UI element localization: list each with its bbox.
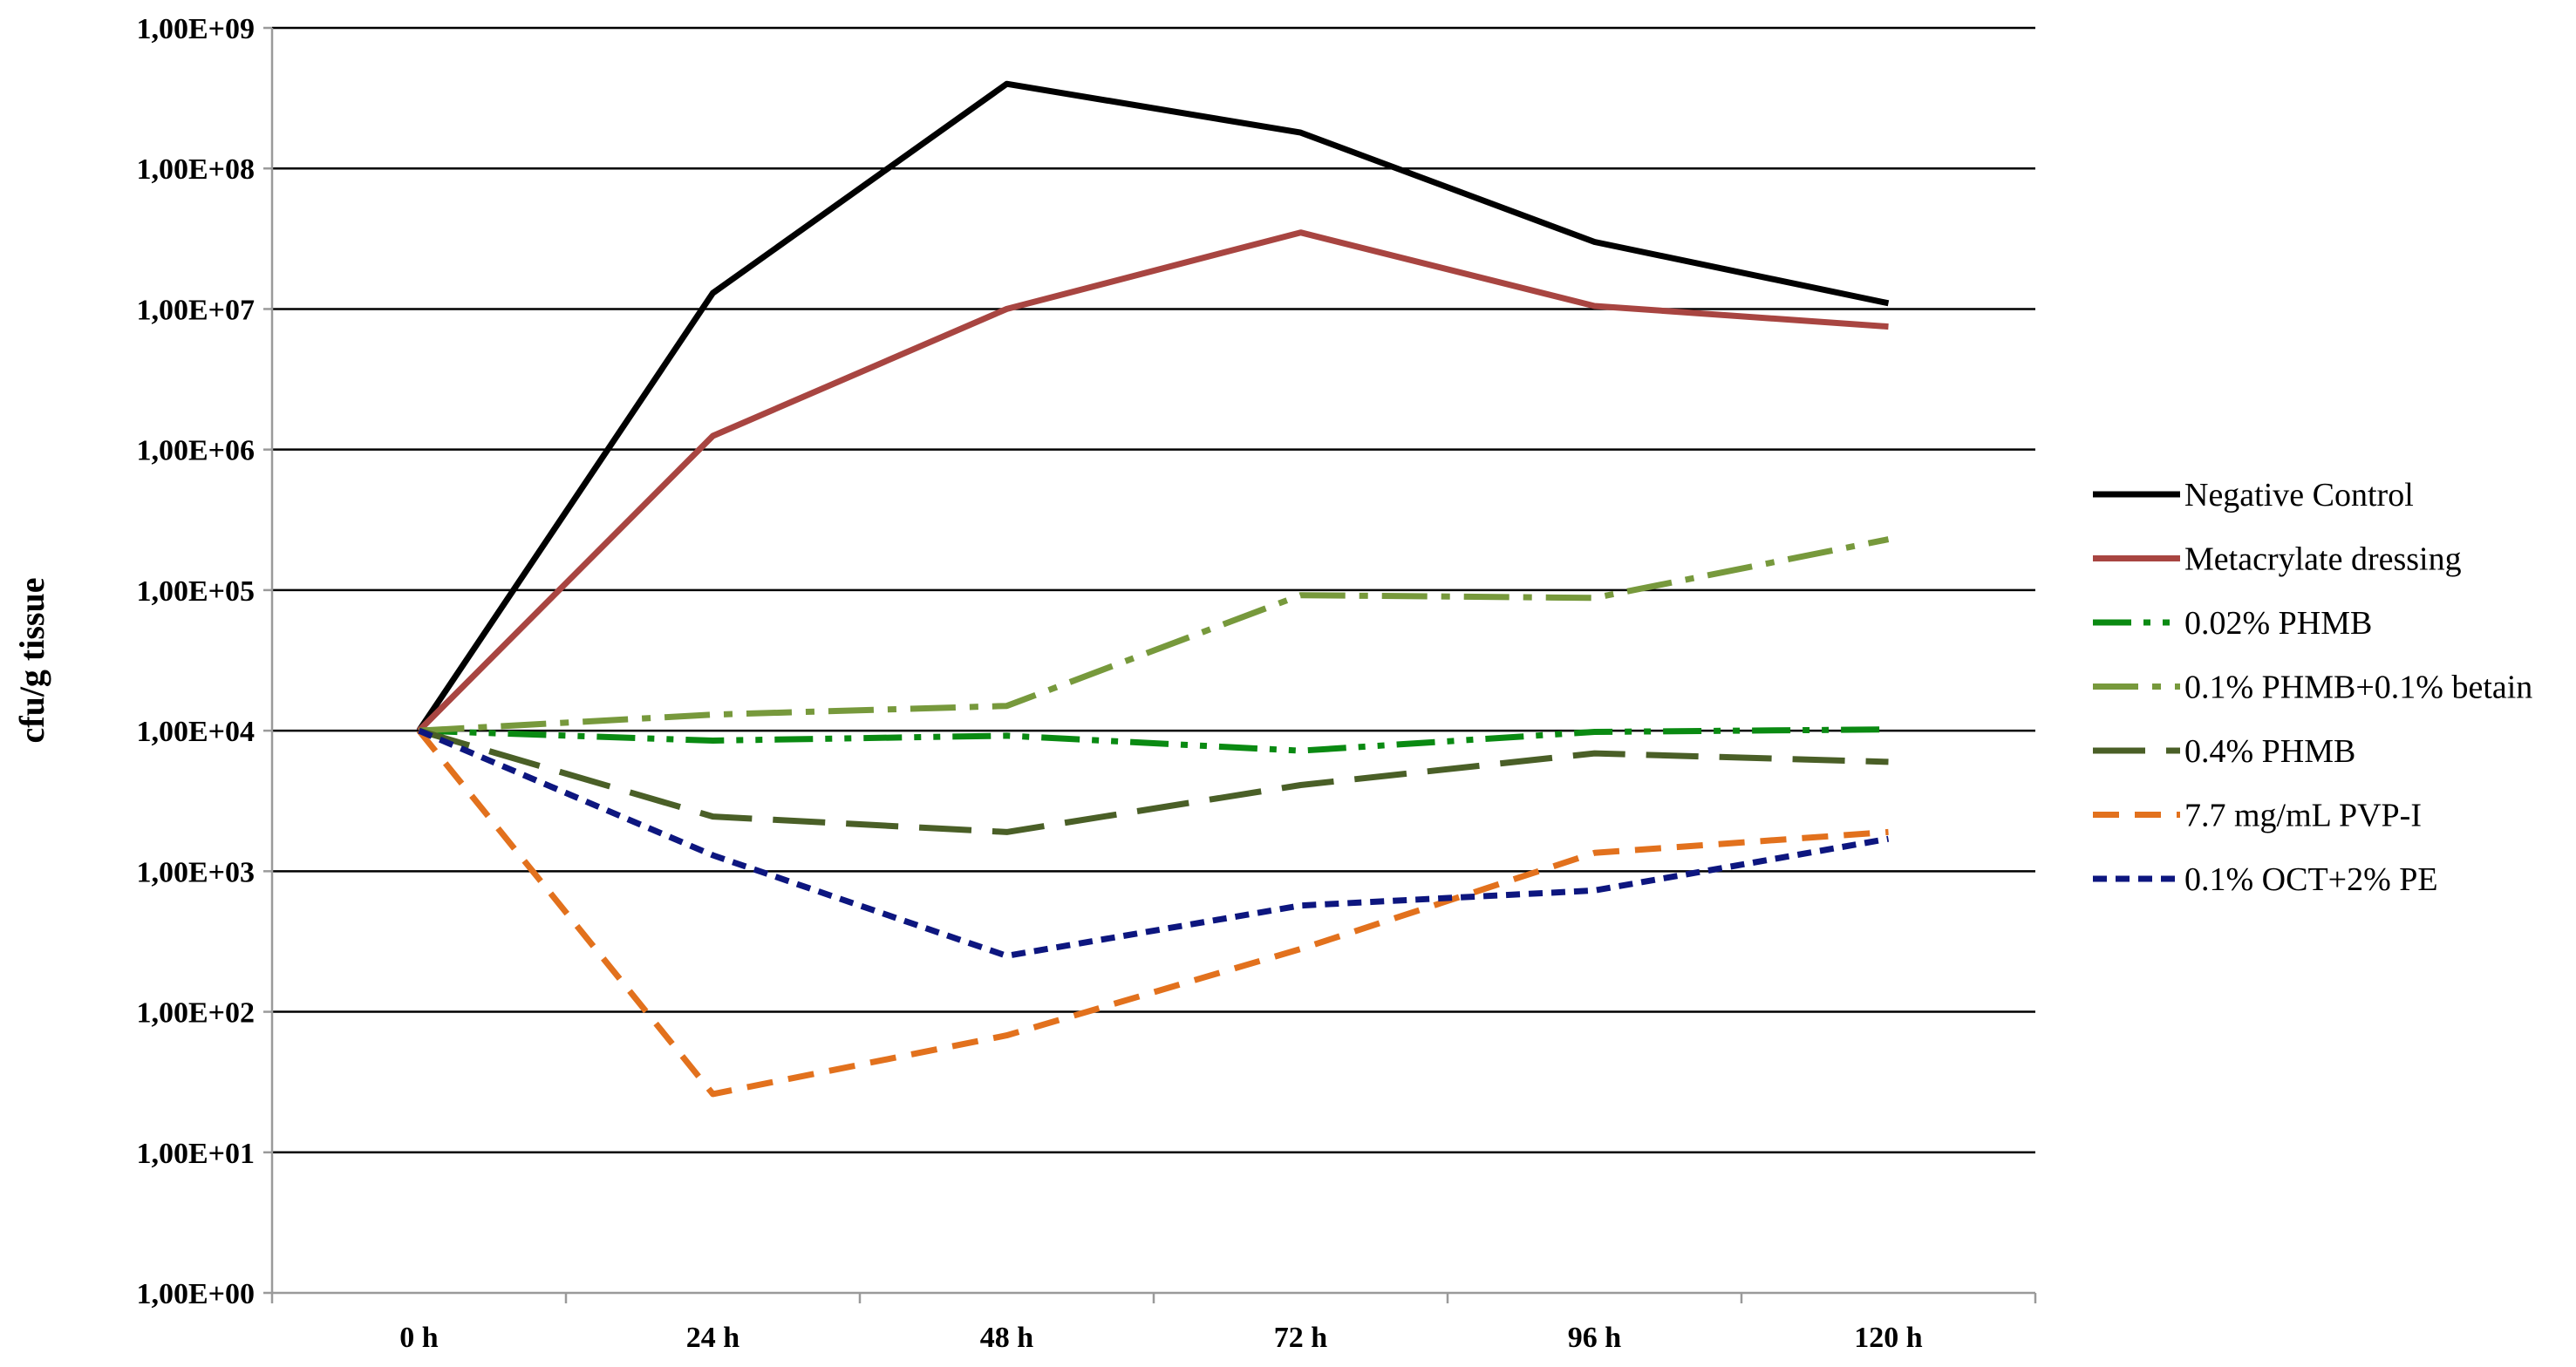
y-tick-label: 1,00E+07 [136, 294, 255, 326]
axes [263, 26, 2037, 1303]
y-tick-label: 1,00E+06 [136, 435, 255, 467]
legend-label: Metacrylate dressing [2184, 541, 2462, 578]
y-tick-label: 1,00E+02 [136, 997, 255, 1030]
series-line-2 [417, 229, 1889, 733]
y-tick-label: 1,00E+00 [136, 1278, 255, 1310]
legend-label: 0.02% PHMB [2184, 605, 2372, 642]
y-tick-label: 1,00E+08 [136, 153, 255, 186]
y-tick-label: 1,00E+04 [136, 716, 255, 748]
series-line-5 [418, 727, 1889, 835]
y-tick-label: 1,00E+05 [136, 575, 255, 608]
y-axis-title: cfu/g tissue [12, 578, 51, 744]
legend-label: 0.1% PHMB+0.1% betain [2184, 670, 2532, 706]
series-line-7 [418, 727, 1890, 959]
series-lines [416, 80, 1890, 1098]
legend-label: 0.1% OCT+2% PE [2184, 861, 2438, 898]
series-line-3 [419, 726, 1889, 754]
legend-label: Negative Control [2184, 477, 2414, 513]
y-tick-label: 1,00E+09 [136, 13, 255, 45]
series-line-4 [419, 536, 1890, 734]
series-line-1 [416, 80, 1890, 733]
legend: Negative Control Metacrylate dressing 0.02… [2093, 477, 2532, 898]
y-tick-label: 1,00E+03 [136, 856, 255, 888]
x-tick-label: 48 h [980, 1322, 1034, 1354]
x-tick-label: 24 h [686, 1322, 740, 1354]
gridlines [272, 26, 2035, 1154]
x-tick-label: 120 h [1854, 1322, 1923, 1354]
y-tick-label: 1,00E+01 [136, 1138, 255, 1170]
legend-label: 0.4% PHMB [2184, 733, 2355, 770]
legend-label: 7.7 mg/mL PVP-I [2184, 798, 2422, 834]
series-line-6 [416, 728, 1889, 1098]
x-tick-label: 72 h [1274, 1322, 1328, 1354]
x-tick-label: 0 h [399, 1322, 439, 1354]
tick-labels: 1,00E+00 1,00E+01 1,00E+02 1,00E+03 1,00E+04… [12, 13, 1923, 1354]
x-tick-label: 96 h [1568, 1322, 1622, 1354]
